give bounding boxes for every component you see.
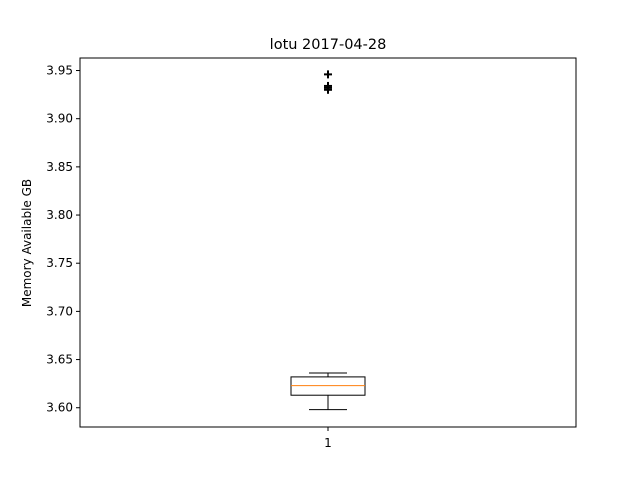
x-axis-ticks: 1: [324, 427, 332, 450]
outlier-point: [324, 70, 332, 79]
chart-title: lotu 2017-04-28: [270, 37, 387, 53]
y-tick-label: 3.95: [46, 64, 73, 78]
y-tick-label: 3.60: [46, 401, 73, 415]
plot-area-frame: [79, 57, 577, 428]
y-tick-label: 3.80: [46, 208, 73, 222]
x-tick-label: 1: [324, 436, 332, 450]
boxes: [290, 70, 366, 411]
y-axis-label: Memory Available GB: [20, 179, 34, 307]
y-tick-label: 3.70: [46, 304, 73, 318]
outlier-point: [324, 85, 332, 94]
y-tick-label: 3.75: [46, 256, 73, 270]
y-tick-label: 3.90: [46, 112, 73, 126]
y-tick-label: 3.65: [46, 353, 73, 367]
y-tick-label: 3.85: [46, 160, 73, 174]
y-axis-ticks: 3.60 3.65 3.70 3.75 3.80 3.85 3.90 3.95: [46, 64, 80, 415]
